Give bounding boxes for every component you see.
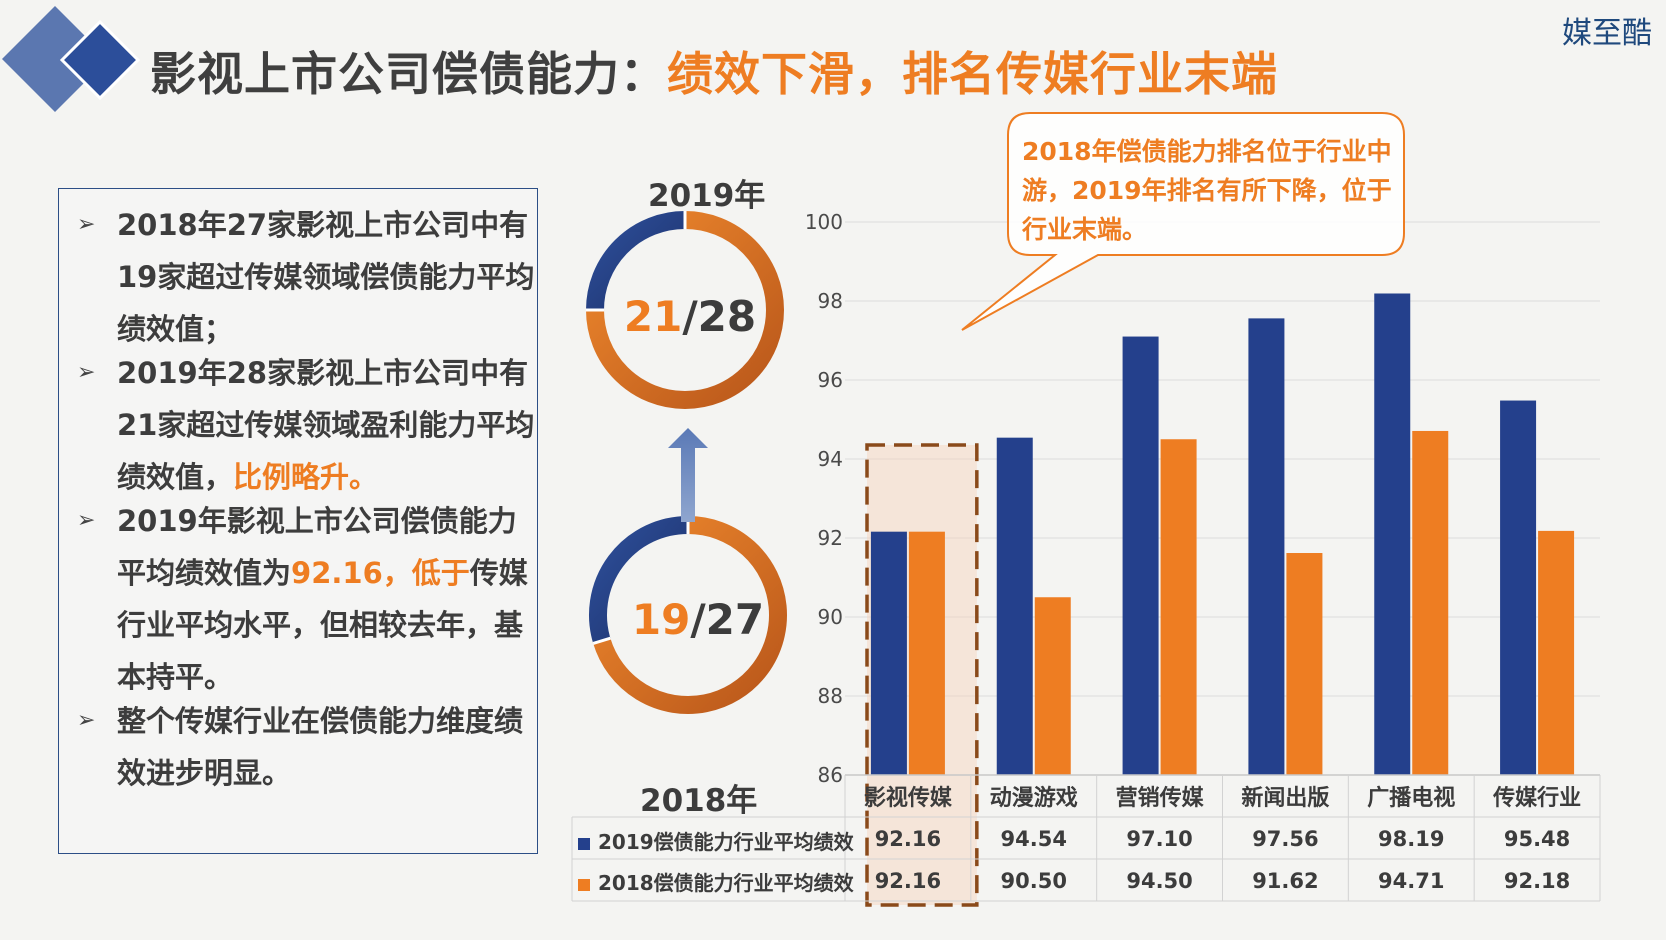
donut-charts (586, 211, 787, 714)
value-2019: 94.54 (1001, 827, 1067, 851)
donut-top-label: 21/28 (580, 292, 800, 341)
y-tick-label: 88 (818, 684, 843, 708)
arrow-bullet-icon: ➢ (77, 212, 96, 237)
donut-bottom-den: /27 (690, 595, 765, 644)
bullet-2-text: 2019年28家影视上市公司中有21家超过传媒领域盈利能力平均绩效值， (117, 356, 535, 494)
legend-swatch-2019 (578, 837, 590, 850)
legend-swatch-2018 (578, 878, 590, 891)
legend-2018: 2018偿债能力行业平均绩效 (578, 867, 854, 896)
bullet-3-text: 2019年影视上市公司偿债能力平均绩效值为 (117, 504, 517, 590)
title-highlight: 绩效下滑，排名传媒行业末端 (667, 47, 1278, 101)
donut-bottom-year: 2018年 (640, 783, 758, 819)
category-label: 影视传媒 (864, 785, 953, 811)
bar-2018 (1286, 553, 1323, 775)
value-2018: 91.62 (1252, 869, 1318, 893)
bar-2018 (1160, 439, 1197, 775)
donut-2018-divider (592, 636, 611, 645)
arrow-bullet-icon: ➢ (77, 508, 96, 533)
bullet-1: ➢ 2018年27家影视上市公司中有19家超过传媒领域偿债能力平均绩效值； (77, 199, 537, 355)
donut-2019 (586, 211, 784, 409)
value-2019: 98.19 (1378, 827, 1444, 851)
up-arrow-icon (668, 428, 708, 522)
bar-2018 (908, 531, 945, 775)
value-2018: 94.50 (1126, 869, 1192, 893)
donut-bottom-label: 19/27 (588, 595, 808, 644)
header-decoration (2, 6, 141, 112)
donut-bottom-num: 19 (631, 595, 691, 644)
callout-bubble (961, 112, 1405, 331)
legend-label-2019: 2019偿债能力行业平均绩效 (598, 830, 854, 854)
callout-text: 2018年偿债能力排名位于行业中游，2019年排名有所下降，位于行业末端。 (1022, 137, 1392, 244)
bar-2018 (1412, 430, 1449, 775)
page-title: 影视上市公司偿债能力：绩效下滑，排名传媒行业末端 (150, 38, 1278, 104)
legend-label-2018: 2018偿债能力行业平均绩效 (598, 871, 854, 895)
bullet-4: ➢ 整个传媒行业在偿债能力维度绩效进步明显。 (77, 695, 537, 799)
value-2018: 92.16 (875, 869, 941, 893)
bullet-4-text: 整个传媒行业在偿债能力维度绩效进步明显。 (117, 704, 524, 790)
value-2018: 90.50 (1001, 869, 1067, 893)
donut-top-year: 2019年 (648, 178, 766, 214)
category-label: 营销传媒 (1116, 785, 1205, 811)
donut-2018-arc-rest (589, 516, 689, 644)
y-tick-label: 92 (818, 526, 843, 550)
bullet-1-text: 2018年27家影视上市公司中有19家超过传媒领域偿债能力平均绩效值； (117, 208, 535, 346)
donut-2018-arc-value (593, 516, 787, 714)
value-2018: 92.18 (1504, 869, 1570, 893)
legend-2019: 2019偿债能力行业平均绩效 (578, 826, 854, 855)
y-tick-label: 100 (805, 210, 843, 234)
donut-top-num: 21 (623, 292, 683, 341)
donut-2019-arc-rest (586, 211, 686, 311)
bar-2019 (1500, 400, 1537, 775)
value-2019: 97.10 (1126, 827, 1192, 851)
y-tick-label: 90 (818, 605, 843, 629)
bar-2019 (870, 531, 907, 775)
arrow-bullet-icon: ➢ (77, 360, 96, 385)
y-tick-label: 86 (818, 763, 843, 787)
y-tick-label: 98 (818, 289, 843, 313)
summary-box: ➢ 2018年27家影视上市公司中有19家超过传媒领域偿债能力平均绩效值； ➢ … (58, 188, 538, 854)
bar-2018 (1034, 597, 1071, 775)
y-tick-label: 96 (818, 368, 843, 392)
donut-top-den: /28 (682, 292, 757, 341)
value-2019: 97.56 (1252, 827, 1318, 851)
bullet-3: ➢ 2019年影视上市公司偿债能力平均绩效值为92.16，低于传媒行业平均水平，… (77, 495, 537, 703)
bullet-2: ➢ 2019年28家影视上市公司中有21家超过传媒领域盈利能力平均绩效值，比例略… (77, 347, 537, 503)
category-label: 传媒行业 (1492, 785, 1581, 811)
bar-2019 (1122, 336, 1159, 775)
donut-2018 (589, 516, 787, 714)
value-2019: 95.48 (1504, 827, 1570, 851)
bar-2019 (1248, 318, 1285, 775)
title-main: 影视上市公司偿债能力： (150, 47, 667, 101)
value-2019: 92.16 (875, 827, 941, 851)
arrow-bullet-icon: ➢ (77, 708, 96, 733)
value-2018: 94.71 (1378, 869, 1444, 893)
brand-logo: 媒至酷 (1562, 16, 1652, 51)
bullet-3-highlight: 92.16，低于 (291, 556, 470, 590)
donut-2019-arc-value (586, 211, 784, 409)
bar-2018 (1538, 530, 1575, 775)
y-tick-label: 94 (818, 447, 843, 471)
bullet-3-tail: 传媒行业平均水平，但相较去年，基本持平。 (117, 556, 528, 694)
category-label: 广播电视 (1367, 785, 1455, 811)
bar-2019 (996, 437, 1033, 775)
bullet-2-highlight: 比例略升。 (233, 460, 379, 494)
bar-2019 (1374, 293, 1411, 775)
category-label: 新闻出版 (1241, 785, 1329, 811)
category-label: 动漫游戏 (990, 785, 1078, 811)
